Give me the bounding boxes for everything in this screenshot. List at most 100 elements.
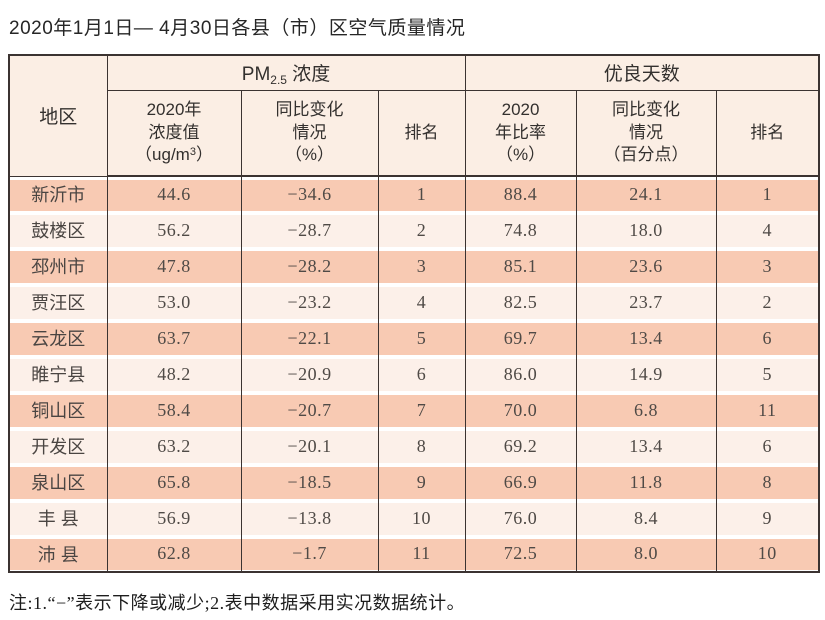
region-cell: 鼓楼区 [8,212,108,248]
good-rate-cell: 72.5 [464,536,577,572]
pm-rank-cell: 4 [377,284,466,320]
pm-change-header-line2: 情况 [292,122,327,142]
pm-value-cell: 65.8 [106,464,242,500]
table-row: 丰 县 56.9 −13.8 10 76.0 8.4 9 [8,500,820,536]
pm-rank-cell: 2 [377,212,466,248]
pm-rank-cell: 1 [377,176,466,212]
table-row: 鼓楼区 56.2 −28.7 2 74.8 18.0 4 [8,212,820,248]
pm-value-cell: 58.4 [106,392,242,428]
pm-rank-column-header: 排名 [377,90,466,177]
good-change-column-header: 同比变化 情况 （百分点） [575,90,717,177]
table-header: 地区 PM2.5 浓度 优良天数 2020年 浓度值 （ug/m3） 同比变化 … [8,55,820,177]
sub-header-row: 2020年 浓度值 （ug/m3） 同比变化 情况 （%） 排名 2020 年比… [9,90,820,177]
good-change-cell: 13.4 [575,320,717,356]
good-rank-cell: 5 [715,356,820,392]
good-rank-cell: 2 [715,284,820,320]
pm-value-cell: 48.2 [106,356,242,392]
pm-value-cell: 47.8 [106,248,242,284]
pm-value-cell: 44.6 [106,176,242,212]
table-row: 铜山区 58.4 −20.7 7 70.0 6.8 11 [8,392,820,428]
pm-change-cell: −20.7 [240,392,379,428]
good-rate-header-unit: （%） [495,144,546,164]
pm-change-cell: −20.9 [240,356,379,392]
pm-change-cell: −34.6 [240,176,379,212]
pm-value-cell: 56.2 [106,212,242,248]
pm-change-cell: −20.1 [240,428,379,464]
good-rate-cell: 66.9 [464,464,577,500]
pm-change-cell: −22.1 [240,320,379,356]
pm-value-cell: 63.2 [106,428,242,464]
pm-value-header-line1: 2020年 [146,100,202,120]
good-rank-cell: 11 [715,392,820,428]
good-rank-column-header: 排名 [715,90,820,177]
pm-change-cell: −28.2 [240,248,379,284]
good-rate-cell: 76.0 [464,500,577,536]
table-body: 新沂市 44.6 −34.6 1 88.4 24.1 1 鼓楼区 56.2 −28.7 2 74.8 1… [8,176,820,572]
good-change-cell: 23.7 [575,284,717,320]
good-rank-cell: 4 [715,212,820,248]
pm25-label-suffix: 浓度 [286,64,331,86]
good-rate-cell: 69.2 [464,428,577,464]
good-rank-cell: 9 [715,500,820,536]
region-cell: 云龙区 [8,320,108,356]
table-row: 云龙区 63.7 −22.1 5 69.7 13.4 6 [8,320,820,356]
good-change-header-line1: 同比变化 [612,100,681,120]
region-cell: 邳州市 [8,248,108,284]
good-rate-cell: 86.0 [464,356,577,392]
pm25-group-header: PM2.5 浓度 [106,55,466,91]
good-rate-cell: 70.0 [464,392,577,428]
air-quality-table: 地区 PM2.5 浓度 优良天数 2020年 浓度值 （ug/m3） 同比变化 … [8,54,821,573]
page-title: 2020年1月1日— 4月30日各县（市）区空气质量情况 [9,18,466,39]
good-change-header-line2: 情况 [629,122,664,142]
good-rate-cell: 85.1 [464,248,577,284]
good-rate-header-line2: 年比率 [495,122,547,142]
region-cell: 开发区 [8,428,108,464]
pm-value-cell: 53.0 [106,284,242,320]
good-days-group-header: 优良天数 [464,55,820,91]
good-change-cell: 8.4 [575,500,717,536]
pm-rank-cell: 9 [377,464,466,500]
table-row: 贾汪区 53.0 −23.2 4 82.5 23.7 2 [8,284,820,320]
pm-value-cell: 62.8 [106,536,242,572]
good-change-header-unit: （百分点） [603,144,689,164]
region-cell: 丰 县 [8,500,108,536]
table-row: 邳州市 47.8 −28.2 3 85.1 23.6 3 [8,248,820,284]
pm-rank-cell: 5 [377,320,466,356]
good-change-cell: 11.8 [575,464,717,500]
pm-change-cell: −28.7 [240,212,379,248]
good-rank-cell: 6 [715,320,820,356]
pm-change-cell: −18.5 [240,464,379,500]
region-cell: 新沂市 [8,176,108,212]
table-row: 泉山区 65.8 −18.5 9 66.9 11.8 8 [8,464,820,500]
good-rate-cell: 82.5 [464,284,577,320]
pm-change-cell: −23.2 [240,284,379,320]
table-row: 新沂市 44.6 −34.6 1 88.4 24.1 1 [8,176,820,212]
pm-rank-cell: 8 [377,428,466,464]
good-rate-cell: 74.8 [464,212,577,248]
pm-value-cell: 56.9 [106,500,242,536]
pm-change-header-unit: （%） [284,144,335,164]
region-cell: 沛 县 [8,536,108,572]
table-row: 睢宁县 48.2 −20.9 6 86.0 14.9 5 [8,356,820,392]
region-cell: 泉山区 [8,464,108,500]
good-rank-cell: 10 [715,536,820,572]
region-cell: 睢宁县 [8,356,108,392]
pm-rank-cell: 11 [377,536,466,572]
pm-value-column-header: 2020年 浓度值 （ug/m3） [106,90,242,177]
pm-rank-cell: 6 [377,356,466,392]
pm-value-header-unit: （ug/m3） [135,144,213,164]
footnote: 注:1.“−”表示下降或减少;2.表中数据采用实况数据统计。 [9,593,466,613]
good-change-cell: 23.6 [575,248,717,284]
pm-change-header-line1: 同比变化 [275,100,344,120]
pm-change-column-header: 同比变化 情况 （%） [240,90,379,177]
pm25-label-prefix: PM [241,64,271,86]
good-rate-cell: 69.7 [464,320,577,356]
pm-change-cell: −1.7 [240,536,379,572]
pm-rank-cell: 10 [377,500,466,536]
good-rate-column-header: 2020 年比率 （%） [464,90,577,177]
good-change-cell: 24.1 [575,176,717,212]
good-rank-cell: 8 [715,464,820,500]
group-header-row: 地区 PM2.5 浓度 优良天数 [8,55,820,177]
region-cell: 贾汪区 [8,284,108,320]
pm-value-header-line2: 浓度值 [148,122,200,142]
